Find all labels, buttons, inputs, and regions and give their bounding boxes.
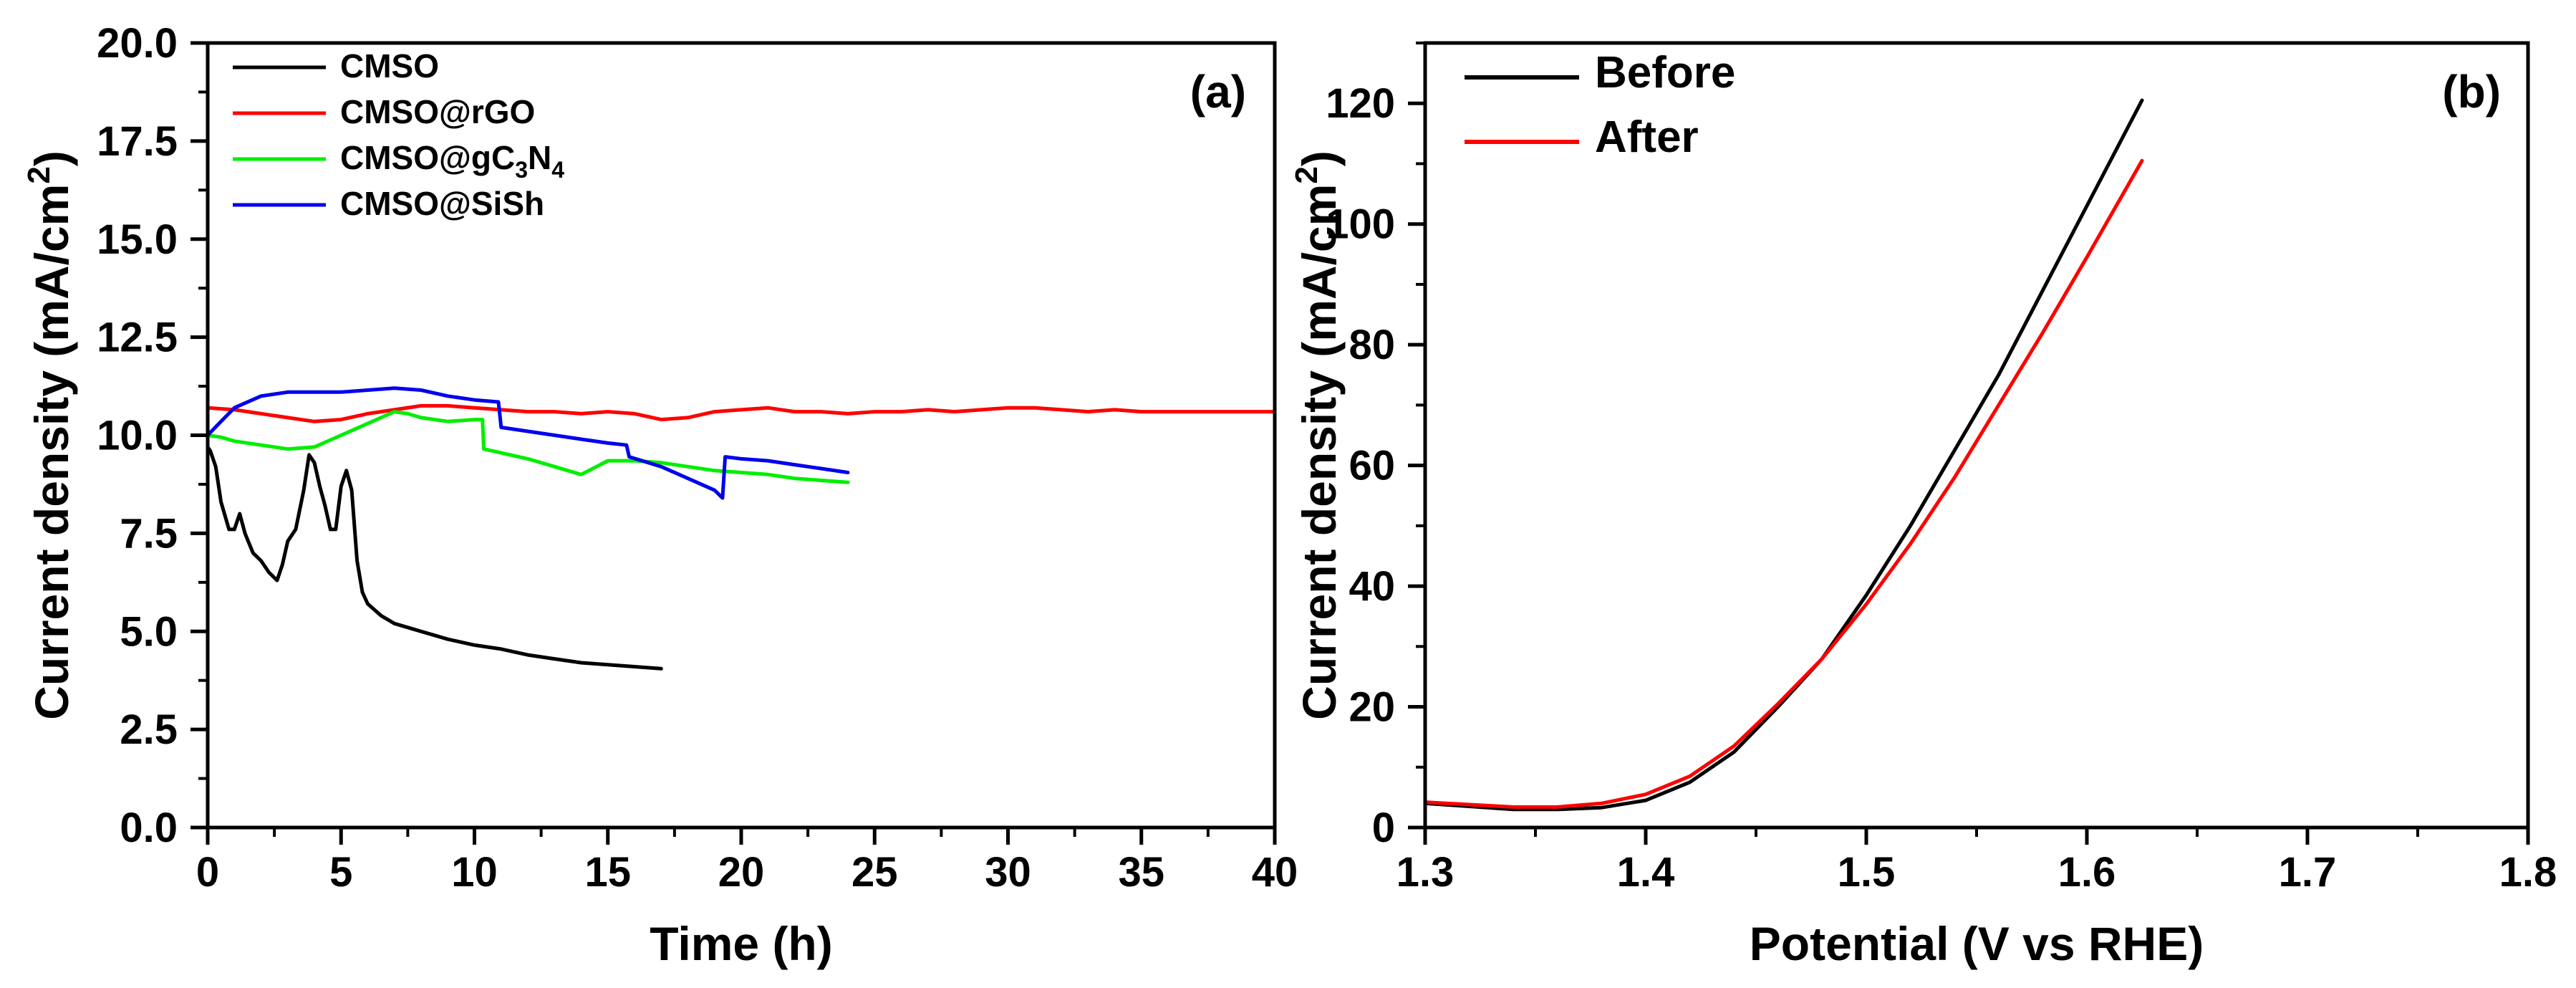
y-tick-label: 15.0 <box>97 216 178 263</box>
panel-a: 0 5 10 15 20 25 30 35 40 0.0 2.5 5.0 7.5 10.0 12.5 15.0… <box>21 20 1298 970</box>
legend-label-text: N <box>528 139 551 176</box>
panel-b: 1.3 1.4 1.5 1.6 1.7 1.8 0 20 40 60 80 100 120 Potenti… <box>1289 41 2557 970</box>
x-tick-label: 20 <box>718 849 765 896</box>
y-tick-label: 10.0 <box>97 413 178 459</box>
legend-label: CMSO@rGO <box>340 93 535 130</box>
legend-label-text: CMSO@SiSh <box>340 185 544 222</box>
y-tick-label: 40 <box>1349 563 1395 610</box>
legend-label-text: CMSO@rGO <box>340 93 535 130</box>
panel-label: (a) <box>1190 66 1246 117</box>
legend-label: Before <box>1595 48 1735 97</box>
y-axis-title: Current density (mA/cm2) <box>21 150 78 720</box>
panel-label: (b) <box>2442 66 2501 117</box>
y-axis-title-main: Current density (mA/cm <box>1293 184 1346 720</box>
x-tick-label: 1.7 <box>2279 849 2337 896</box>
y-tick-label: 80 <box>1349 322 1395 368</box>
x-tick-label: 10 <box>451 849 498 896</box>
series-line-cmso <box>206 445 663 671</box>
legend-label-text: CMSO@gC <box>340 139 515 176</box>
series-line-cmso-gc3n4 <box>206 410 850 484</box>
x-axis-title: Potential (V vs RHE) <box>1750 917 2204 970</box>
y-tick-label: 20 <box>1349 684 1395 731</box>
x-tick-label: 25 <box>852 849 898 896</box>
x-tick-label: 1.6 <box>2058 849 2116 896</box>
legend-label: CMSO <box>340 47 439 85</box>
x-tick-label: 40 <box>1252 849 1298 896</box>
legend-label-subscript: 3 <box>515 157 528 183</box>
legend-label: After <box>1595 112 1699 162</box>
x-tick-label: 35 <box>1118 849 1164 896</box>
legend-label-text: Before <box>1595 48 1735 97</box>
x-tick-label: 5 <box>329 849 352 896</box>
y-axis-title-main: Current density (mA/cm <box>25 184 78 720</box>
x-tick-label: 30 <box>985 849 1031 896</box>
y-axis-title-end: ) <box>25 150 78 166</box>
legend-label-text: After <box>1595 112 1699 162</box>
y-axis-title-superscript: 2 <box>21 166 57 183</box>
y-tick-label: 120 <box>1326 80 1395 127</box>
x-tick-label: 1.4 <box>1617 849 1675 896</box>
x-tick-label: 1.8 <box>2499 849 2557 896</box>
legend: Before After <box>1465 48 1735 162</box>
x-tick-label: 0 <box>196 849 219 896</box>
series-line-before <box>1423 98 2144 812</box>
plot-frame <box>1423 41 2530 830</box>
legend-label-text: CMSO <box>340 47 439 85</box>
y-tick-label: 0 <box>1372 805 1395 851</box>
y-tick-label: 2.5 <box>120 706 178 753</box>
series-line-cmso-sish <box>206 386 850 500</box>
series-line-after <box>1423 158 2144 809</box>
legend-label: CMSO@SiSh <box>340 185 544 222</box>
y-axis-title: Current density (mA/cm2) <box>1289 150 1346 720</box>
y-axis-title-superscript: 2 <box>1289 166 1324 183</box>
y-tick-label: 60 <box>1349 443 1395 489</box>
y-tick-label: 20.0 <box>97 20 178 67</box>
y-tick-label: 7.5 <box>120 510 178 557</box>
x-tick-label: 1.5 <box>1838 849 1896 896</box>
y-tick-label: 5.0 <box>120 608 178 655</box>
y-tick-label: 0.0 <box>120 805 178 851</box>
legend-label: CMSO@gC3N4 <box>340 139 564 183</box>
series-line-cmso-rgo <box>206 403 1277 423</box>
y-tick-label: 17.5 <box>97 118 178 165</box>
y-tick-label: 12.5 <box>97 315 178 361</box>
x-tick-label: 15 <box>584 849 631 896</box>
y-axis-title-end: ) <box>1293 150 1346 166</box>
y-tick-label: 100 <box>1326 201 1395 248</box>
x-tick-label: 1.3 <box>1396 849 1455 896</box>
x-axis-title: Time (h) <box>650 917 832 970</box>
legend-label-subscript: 4 <box>551 157 564 183</box>
